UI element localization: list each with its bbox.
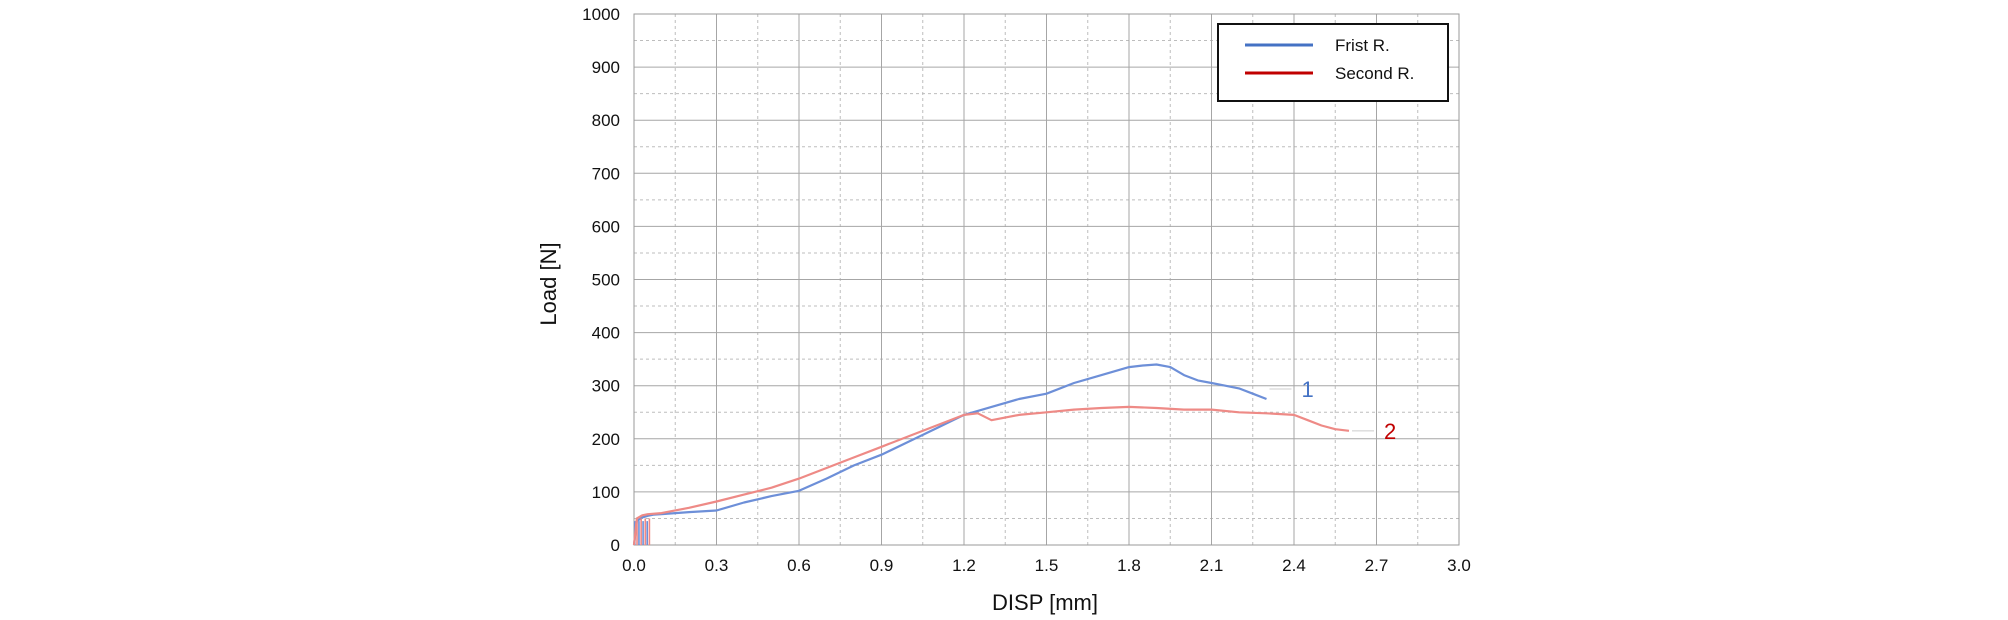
y-tick-label: 900	[592, 58, 620, 77]
y-tick-label: 600	[592, 217, 620, 236]
y-tick-label: 0	[611, 536, 620, 555]
y-tick-label: 400	[592, 324, 620, 343]
x-tick-label: 3.0	[1447, 556, 1471, 575]
y-tick-label: 700	[592, 164, 620, 183]
x-tick-label: 1.5	[1035, 556, 1059, 575]
legend-label-second-r: Second R.	[1335, 64, 1414, 83]
y-tick-labels: 0 100 200 300 400 500 600 700 800 900 1000	[582, 5, 620, 555]
x-tick-label: 0.9	[870, 556, 894, 575]
curve-label-2: 2	[1384, 419, 1396, 444]
legend: Frist R. Second R.	[1217, 23, 1449, 102]
x-tick-label: 1.8	[1117, 556, 1141, 575]
legend-label-frist-r: Frist R.	[1335, 36, 1390, 55]
y-tick-label: 1000	[582, 5, 620, 24]
y-tick-label: 100	[592, 483, 620, 502]
x-tick-label: 2.7	[1365, 556, 1389, 575]
x-tick-labels: 0.0 0.3 0.6 0.9 1.2 1.5 1.8 2.1 2.4 2.7 3.0	[622, 556, 1471, 575]
plot-frame	[633, 13, 1460, 546]
y-tick-label: 300	[592, 377, 620, 396]
y-tick-label: 500	[592, 271, 620, 290]
x-tick-label: 2.4	[1282, 556, 1306, 575]
series-line-2	[632, 405, 1350, 546]
y-axis-title: Load [N]	[536, 242, 561, 325]
x-tick-label: 2.1	[1200, 556, 1224, 575]
series-line-1	[632, 363, 1267, 546]
x-tick-label: 1.2	[952, 556, 976, 575]
x-tick-label: 0.0	[622, 556, 646, 575]
series-layer: 12	[632, 363, 1396, 546]
y-tick-label: 800	[592, 111, 620, 130]
major-gridlines	[634, 14, 1459, 545]
legend-box	[1217, 23, 1449, 102]
curve-label-1: 1	[1302, 377, 1314, 402]
x-axis-title: DISP [mm]	[992, 590, 1098, 615]
x-tick-label: 0.3	[705, 556, 729, 575]
y-tick-label: 200	[592, 430, 620, 449]
x-tick-label: 0.6	[787, 556, 811, 575]
